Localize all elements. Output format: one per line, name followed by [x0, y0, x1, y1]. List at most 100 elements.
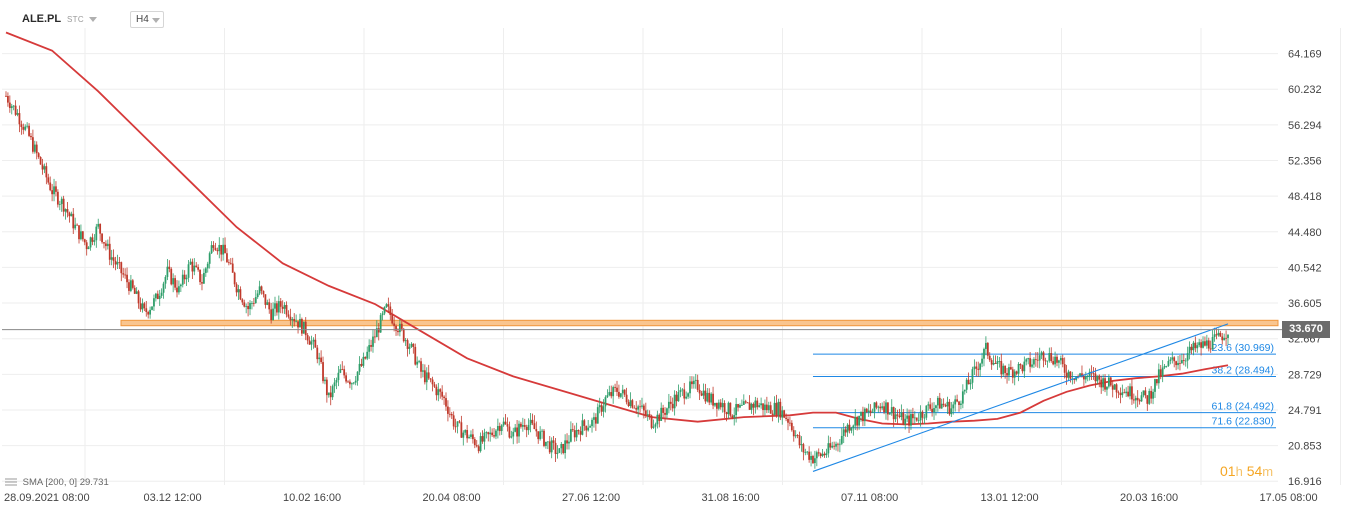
candle-body — [562, 443, 565, 454]
candle-body — [510, 436, 513, 438]
candle-body — [979, 363, 982, 370]
candle-body — [51, 190, 54, 195]
candle-body — [1013, 371, 1016, 378]
candle-body — [137, 291, 140, 304]
candle-body — [185, 277, 188, 280]
candle-body — [374, 336, 376, 338]
candle-body — [783, 410, 786, 418]
candle-body — [804, 451, 807, 453]
y-tick-label: 60.232 — [1288, 84, 1322, 96]
candle-body — [915, 417, 918, 421]
candle-body — [393, 323, 396, 326]
symbol-label[interactable]: ALE.PL — [22, 13, 62, 25]
candle-body — [769, 405, 772, 414]
candle-body — [145, 308, 148, 312]
candle-body — [911, 414, 914, 419]
candle-body — [910, 414, 912, 426]
candle-body — [397, 330, 399, 333]
candle-body — [858, 415, 860, 426]
candle-body — [777, 401, 780, 416]
candle-body — [521, 424, 524, 427]
candle-body — [341, 369, 344, 370]
candle-body — [252, 303, 255, 304]
candle-body — [320, 357, 323, 363]
x-tick-label: 20.04 08:00 — [423, 492, 481, 504]
candle-body — [1163, 366, 1166, 368]
candle-body — [216, 250, 219, 252]
candle-body — [245, 306, 248, 307]
candle-body — [500, 425, 503, 432]
candle-body — [312, 339, 315, 342]
candle-body — [37, 153, 40, 158]
candle-body — [447, 406, 449, 414]
candle-body — [725, 412, 728, 415]
candle-body — [1031, 364, 1033, 367]
candle-body — [335, 380, 338, 383]
candle-body — [666, 408, 668, 415]
trend-line[interactable] — [812, 323, 1229, 472]
candle-body — [1009, 367, 1012, 370]
candle-body — [1017, 364, 1020, 374]
candle-body — [114, 260, 117, 265]
candle-body — [739, 405, 741, 408]
candle-body — [1177, 362, 1179, 366]
candle-body — [660, 407, 663, 421]
resistance-zone[interactable] — [120, 319, 1279, 327]
candle-body — [798, 435, 801, 446]
candle-body — [806, 451, 809, 453]
timer-hours: 01 — [1220, 463, 1236, 479]
candle-body — [343, 369, 346, 376]
candle-body — [187, 264, 190, 278]
candle-body — [969, 382, 972, 385]
candle-body — [975, 366, 978, 369]
candle-body — [291, 318, 294, 321]
candle-body — [512, 431, 515, 437]
candle-body — [229, 262, 232, 264]
candle-body — [814, 458, 816, 464]
candle-body — [258, 286, 261, 294]
candle-body — [556, 452, 559, 454]
sma-legend[interactable]: SMA [200, 0] 29.731 — [5, 477, 109, 488]
candle-body — [471, 434, 474, 440]
candle-body — [1063, 364, 1066, 373]
candle-body — [1171, 357, 1174, 360]
candle-body — [218, 244, 221, 252]
candle-body — [1034, 359, 1037, 360]
candle-body — [30, 135, 32, 138]
candle-body — [742, 401, 745, 405]
candle-body — [667, 401, 670, 409]
candle-body — [122, 273, 125, 275]
candle-body — [637, 406, 640, 410]
candle-body — [518, 423, 520, 437]
indicator-icon — [5, 478, 17, 486]
trend-line-path[interactable] — [812, 323, 1229, 472]
x-tick-label: 28.09.2021 08:00 — [4, 492, 90, 504]
y-tick-label: 44.480 — [1288, 227, 1322, 239]
candle-body — [12, 105, 15, 107]
candle-body — [287, 314, 290, 317]
candle-body — [270, 309, 273, 321]
market-label: STC — [67, 15, 84, 24]
candle-body — [420, 361, 422, 372]
timeframe-select[interactable]: H4 — [130, 11, 164, 28]
candle-body — [281, 306, 284, 309]
chevron-down-icon[interactable] — [89, 17, 97, 22]
candle-body — [28, 125, 30, 136]
resistance-zone-rect[interactable] — [120, 319, 1279, 327]
candle-body — [616, 387, 618, 392]
y-tick-label: 24.791 — [1288, 405, 1322, 417]
candle-body — [70, 213, 73, 217]
candle-body — [952, 404, 955, 409]
candle-body — [1186, 353, 1189, 361]
sma-value: 29.731 — [79, 477, 109, 488]
candle-body — [1202, 341, 1204, 348]
chevron-down-icon — [152, 18, 160, 23]
x-tick-label: 17.05 08:00 — [1260, 492, 1318, 504]
candle-body — [331, 386, 334, 398]
candle-body — [908, 415, 910, 426]
candle-body — [1096, 375, 1099, 382]
fibonacci-levels[interactable]: 23.6 (30.969) 38.2 (28.494) 61.8 (24.492) 7… — [812, 342, 1276, 429]
candle-body — [925, 405, 928, 418]
candle-body — [1169, 359, 1172, 361]
